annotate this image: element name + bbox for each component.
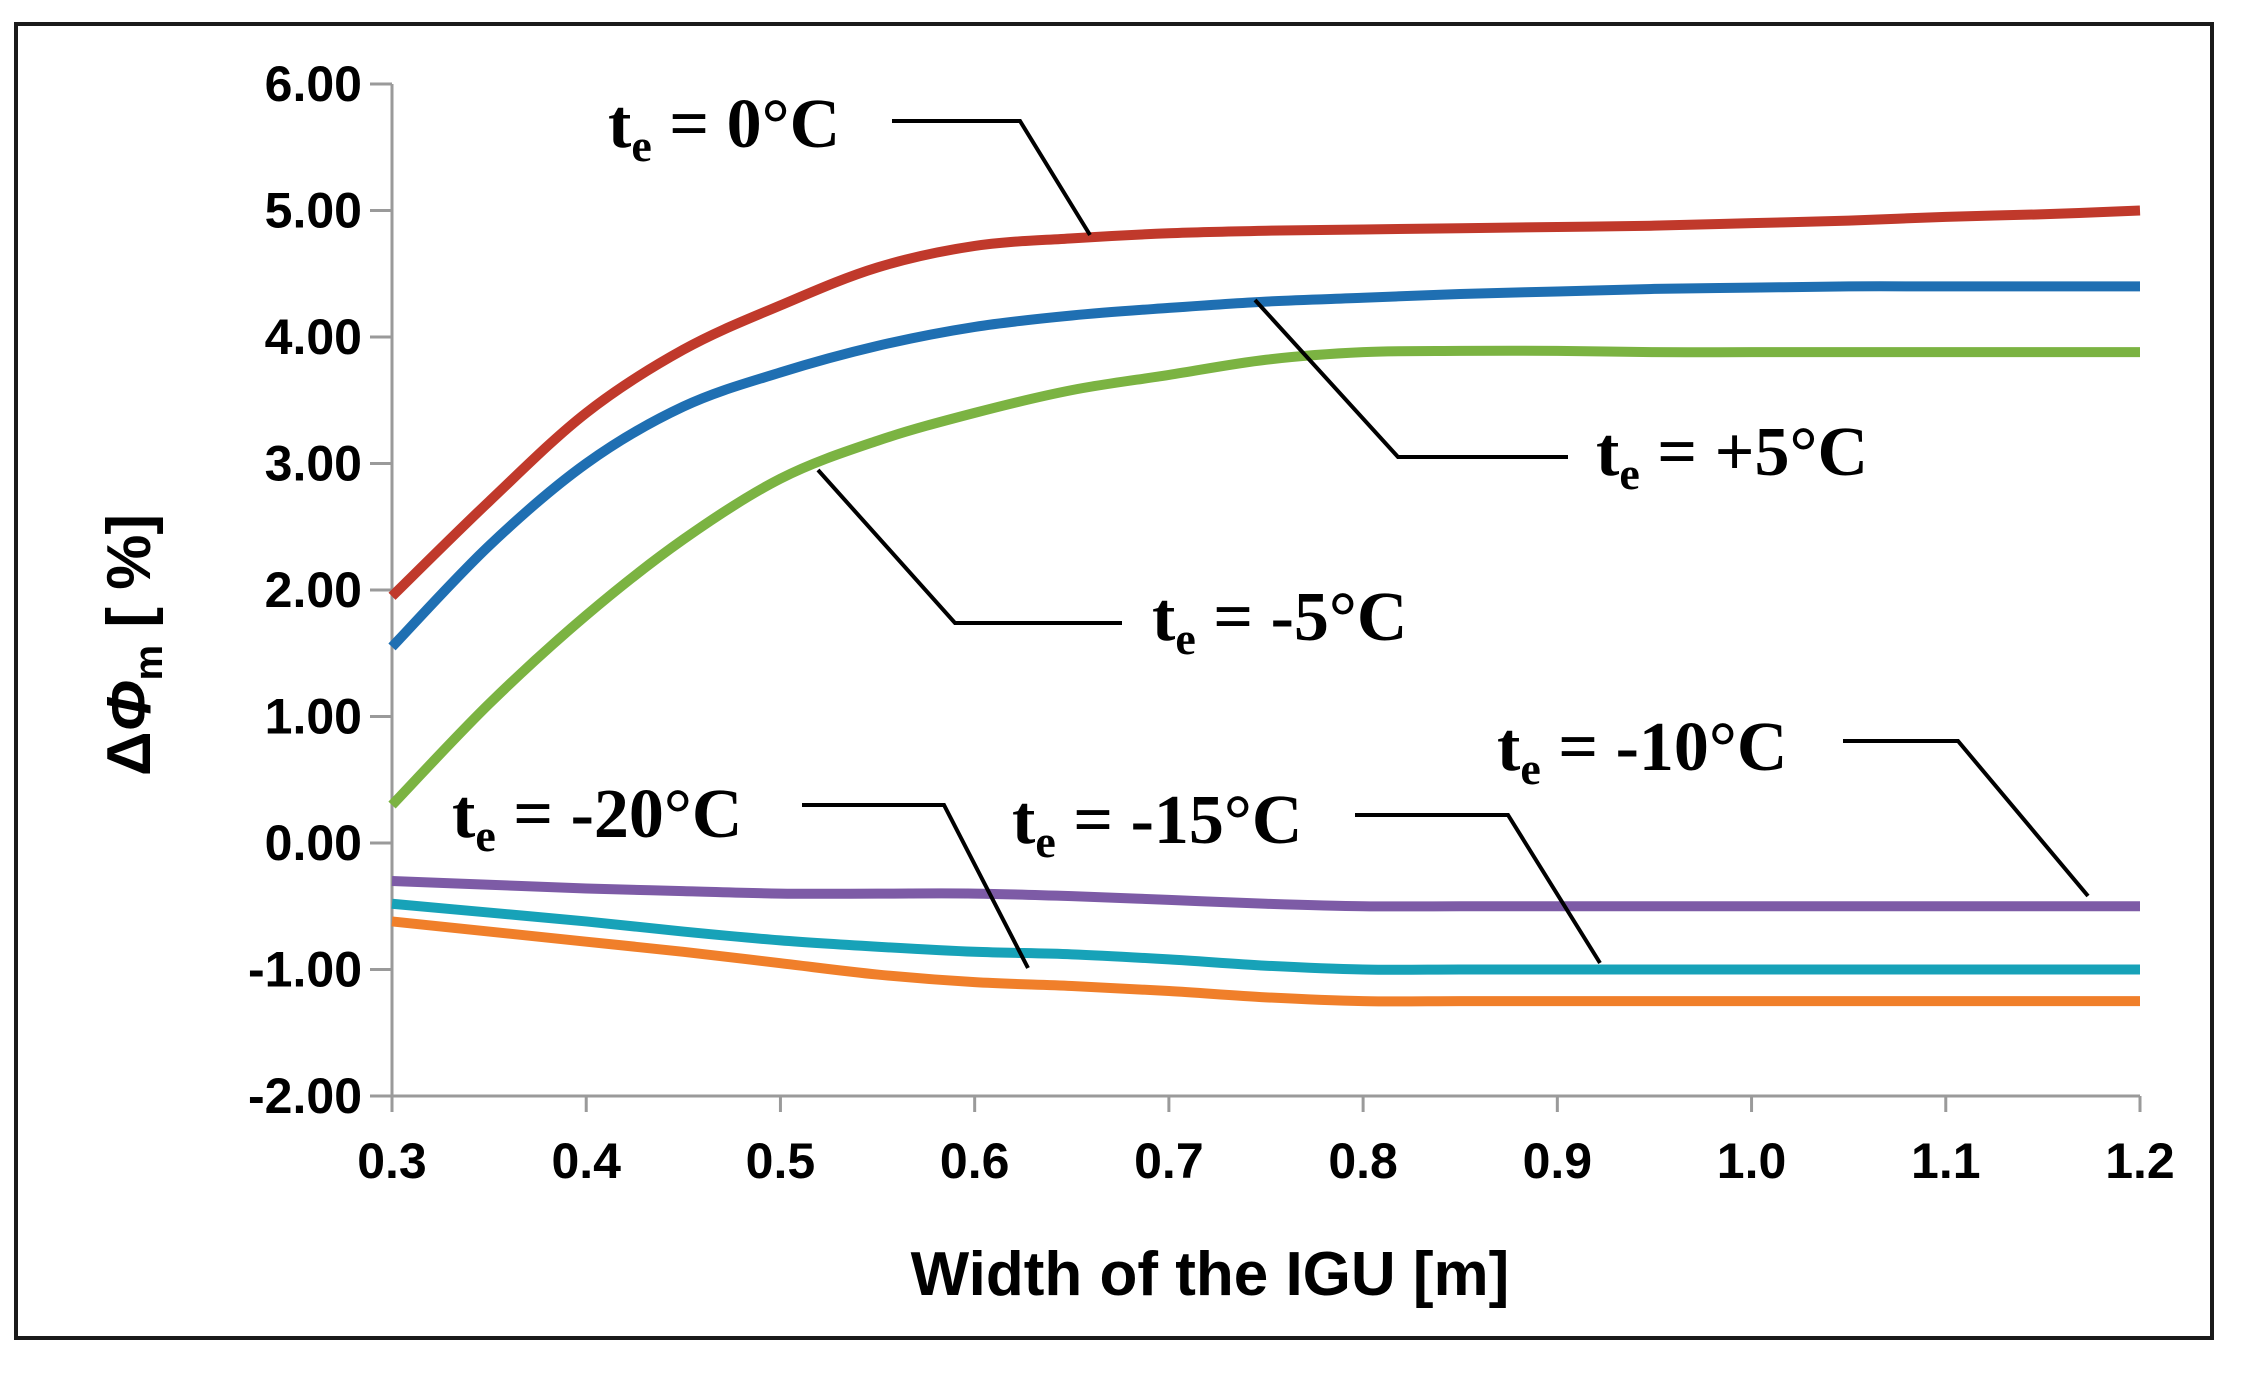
annotation-rest: = -5°C [1196,579,1408,656]
y-tick-label: 4.00 [265,309,362,365]
annotation-sub: e [1175,613,1195,664]
annotation-layer: te = 0°Cte = +5°Cte = -5°Cte = -10°Cte =… [452,86,2090,969]
annotation-leader-0 [892,119,1092,237]
series-line-5 [391,916,2140,1007]
annotation-sub: e [1520,743,1540,794]
annotation-rest: = +5°C [1640,414,1868,491]
annotation-sub: e [1619,448,1639,499]
y-tick-label: -1.00 [248,942,362,998]
x-tick-label: 0.3 [357,1133,427,1189]
annotation-sub: e [475,810,495,861]
x-tick-label: 1.1 [1911,1133,1981,1189]
y-tick-label: 2.00 [265,562,362,618]
annotation-label-4: te = -15°C [1012,782,1302,867]
annotation-label-3: te = -10°C [1497,709,1787,794]
annotation-rest: = 0°C [652,86,840,163]
y-tick-label: 1.00 [265,689,362,745]
x-tick-label: 0.9 [1523,1133,1593,1189]
annotation-main: t [608,86,631,163]
x-axis-title: Width of the IGU [m] [911,1240,1510,1309]
x-tick-label: 0.8 [1328,1133,1398,1189]
y-tick-label: 3.00 [265,436,362,492]
y-tick-label: 5.00 [265,183,362,239]
annotation-label-5: te = -20°C [452,776,742,861]
annotation-label-1: te = +5°C [1596,414,1868,499]
annotation-leader-1 [1253,298,1568,459]
series-line-2 [388,345,2140,809]
annotation-leader-3 [1843,739,2090,898]
y-axis-title-rest: [ %] [95,514,164,645]
annotation-rest: = -10°C [1541,709,1788,786]
annotation-rest: = -20°C [496,776,743,853]
series-layer [388,205,2141,1007]
y-axis-title-sub: m [127,645,171,681]
series-line-3 [391,875,2140,912]
annotation-main: t [1596,414,1619,491]
y-axis-title: ΔΦm [ %] [95,514,171,776]
y-tick-label: 6.00 [265,56,362,112]
y-axis-title-delta: Δ [95,731,164,776]
x-tick-label: 0.4 [551,1133,621,1189]
y-axis-title-phi: Φ [95,680,164,731]
axes: 6.00 5.00 4.00 3.00 2.00 1.00 0.00 -1.00 -2.00 0.… [248,56,2175,1189]
annotation-leader-5 [802,803,1030,969]
annotation-leader-2 [816,468,1122,625]
annotation-main: t [1497,709,1520,786]
annotation-label-2: te = -5°C [1152,579,1407,664]
x-tick-label: 1.2 [2105,1133,2175,1189]
series-line-1 [388,281,2140,651]
chart-frame [14,22,2214,1340]
annotation-main: t [452,776,475,853]
series-line-4 [391,898,2140,975]
y-tick-label: 0.00 [265,815,362,871]
annotation-main: t [1152,579,1175,656]
annotation-sub: e [631,120,651,171]
x-tick-label: 0.7 [1134,1133,1204,1189]
x-tick-label: 0.5 [746,1133,816,1189]
annotation-sub: e [1035,816,1055,867]
x-tick-label: 0.6 [940,1133,1010,1189]
annotation-rest: = -15°C [1056,782,1303,859]
series-line-0 [388,205,2141,600]
x-tick-label: 1.0 [1717,1133,1787,1189]
annotation-label-0: te = 0°C [608,86,840,171]
y-tick-label: -2.00 [248,1068,362,1124]
annotation-leader-4 [1355,813,1602,965]
annotation-main: t [1012,782,1035,859]
